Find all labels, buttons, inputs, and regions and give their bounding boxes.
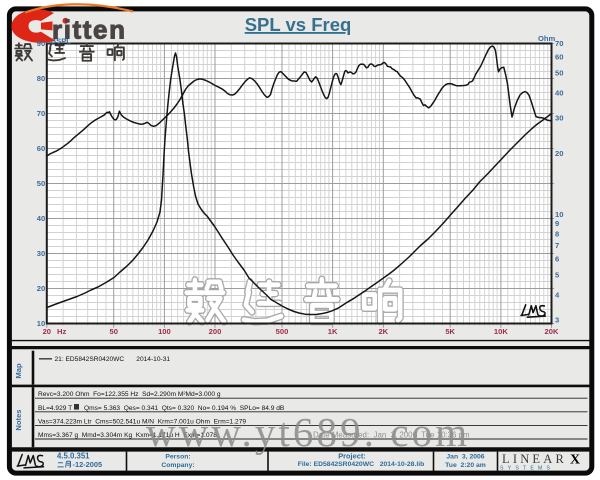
svg-text:40: 40 [555,88,563,97]
svg-text:Map: Map [14,363,23,379]
svg-text:10: 10 [555,210,563,219]
svg-text:Vas=374.223m Ltr Cms=502.541u: Vas=374.223m Ltr Cms=502.541u M/N Krm=7.… [38,418,246,425]
svg-text:5: 5 [555,271,560,280]
svg-text:Company:: Company: [161,462,194,469]
svg-text:21: ED5842SR0420WC: 21: ED5842SR0420WC [55,356,125,363]
svg-text:90: 90 [37,39,45,48]
svg-text:Date Measured: Jan 3, 2006: Date Measured: Jan 3, 2006 Tue 10:36 pm [313,430,470,439]
svg-text:20: 20 [43,327,51,336]
svg-text:6: 6 [555,255,559,264]
svg-text:Project:: Project: [338,452,366,461]
svg-text:-12-2005: -12-2005 [73,460,103,469]
svg-text:30: 30 [555,114,563,123]
svg-text:SPL vs Freq: SPL vs Freq [245,14,352,35]
svg-text:File: ED5842SR0420WC 2014-10: File: ED5842SR0420WC 2014-10-28.lib [298,461,425,468]
svg-text:70: 70 [555,39,563,48]
svg-text:SYSTEMS: SYSTEMS [500,466,554,472]
svg-text:80: 80 [37,74,45,83]
svg-text:20: 20 [555,149,563,158]
svg-text:40: 40 [37,214,45,223]
svg-text:www.yt689. com: www.yt689. com [146,409,470,455]
svg-text:10: 10 [37,319,45,328]
svg-text:Qms= 5.363 Qes= 0.341 Qts= 0: Qms= 5.363 Qes= 0.341 Qts= 0.320 No= 0.1… [84,405,285,412]
svg-text:Tue 2:20 am: Tue 2:20 am [445,462,486,469]
svg-text:50: 50 [109,327,117,336]
svg-text:5K: 5K [445,327,455,336]
svg-text:Notes: Notes [14,409,23,430]
svg-text:60: 60 [37,144,45,153]
svg-text:1K: 1K [328,327,338,336]
svg-text:100: 100 [158,327,171,336]
svg-text:4.5.0.351: 4.5.0.351 [57,452,90,461]
svg-text:9: 9 [555,219,559,228]
svg-text:ritten: ritten [52,15,127,45]
svg-text:Ohm: Ohm [538,34,556,43]
svg-text:60: 60 [555,53,563,62]
svg-text:2K: 2K [378,327,388,336]
svg-text:50: 50 [37,179,45,188]
svg-text:3: 3 [555,316,559,325]
svg-text:Jan 3, 2006: Jan 3, 2006 [446,454,484,461]
svg-text:Hz: Hz [57,327,66,336]
svg-text:8: 8 [555,230,559,239]
svg-text:30: 30 [37,249,45,258]
svg-text:2014-10-31: 2014-10-31 [136,356,170,363]
svg-text:70: 70 [37,109,45,118]
svg-text:BL=4.929 T: BL=4.929 T [38,405,72,412]
svg-text:7: 7 [555,241,559,250]
svg-text:X: X [570,453,580,468]
svg-text:Person:: Person: [165,454,190,461]
svg-text:10K: 10K [494,327,508,336]
svg-text:dBSPL: dBSPL [46,37,71,46]
svg-text:200: 200 [209,327,222,336]
svg-text:50: 50 [555,69,563,78]
svg-text:4: 4 [555,290,560,299]
svg-text:Revc=3.200 Ohm Fo=122.355 Hz: Revc=3.200 Ohm Fo=122.355 Hz Sd=2.290m M… [38,391,221,398]
svg-text:500: 500 [276,327,289,336]
svg-text:Mms=3.367 g Mmd=3.304m Kg Kx: Mms=3.367 g Mmd=3.304m Kg Kxm=1.171u H E… [38,432,217,439]
svg-text:LINEAR: LINEAR [502,452,567,466]
svg-text:20: 20 [37,284,45,293]
svg-text:20K: 20K [545,327,559,336]
